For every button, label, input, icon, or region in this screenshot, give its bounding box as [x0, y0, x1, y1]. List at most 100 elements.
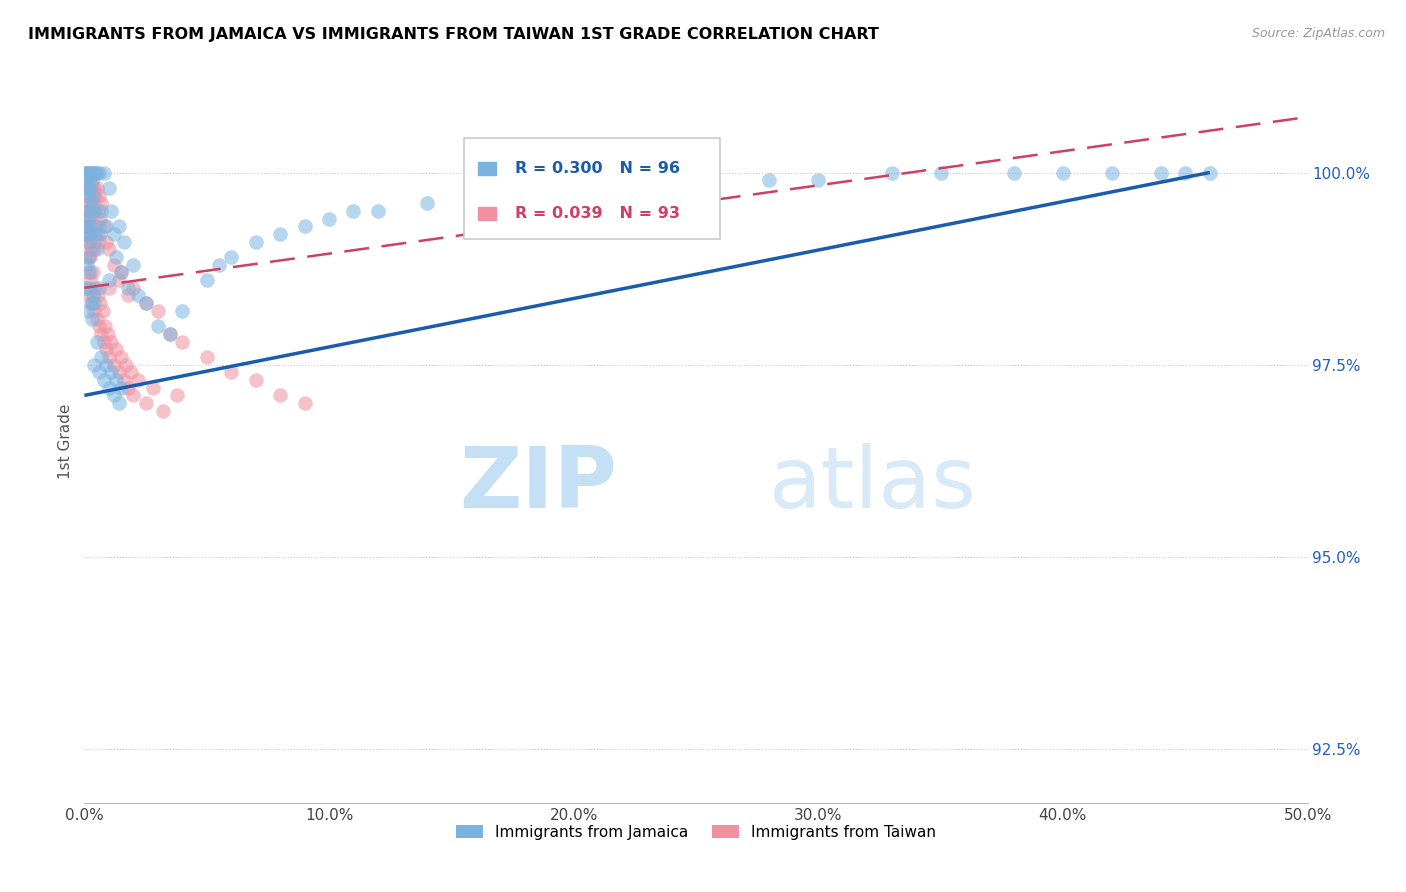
Point [86, 181, 108, 195]
Bar [478, 208, 496, 220]
Point [87, 219, 110, 234]
Point [84, 227, 107, 241]
Point [87, 235, 110, 249]
Point [84, 281, 107, 295]
Point [219, 250, 242, 264]
FancyBboxPatch shape [464, 138, 720, 239]
Point [77, 165, 100, 179]
Point [97, 243, 120, 257]
Text: IMMIGRANTS FROM JAMAICA VS IMMIGRANTS FROM TAIWAN 1ST GRADE CORRELATION CHART: IMMIGRANTS FROM JAMAICA VS IMMIGRANTS FR… [28, 27, 879, 42]
Point [75, 203, 97, 218]
Point [86, 334, 108, 349]
Point [79, 265, 101, 279]
Point [77, 211, 100, 226]
Point [464, 188, 486, 202]
Point [294, 219, 316, 234]
Point [75, 227, 97, 241]
Point [117, 281, 139, 295]
Point [77, 219, 100, 234]
Point [87, 288, 110, 302]
Point [107, 396, 129, 410]
Point [245, 373, 267, 387]
Point [82, 188, 104, 202]
Point [77, 165, 100, 179]
Point [82, 235, 104, 249]
Point [77, 181, 100, 195]
Point [77, 243, 100, 257]
Point [97, 381, 120, 395]
Point [110, 350, 132, 364]
Point [103, 358, 125, 372]
Point [76, 219, 98, 234]
Point [208, 258, 231, 272]
Point [76, 165, 98, 179]
Point [77, 173, 100, 187]
Point [77, 188, 100, 202]
Point [90, 326, 112, 341]
Point [127, 373, 149, 387]
Point [79, 211, 101, 226]
Point [89, 227, 111, 241]
Point [195, 350, 218, 364]
Point [77, 211, 100, 226]
Point [87, 281, 110, 295]
Point [96, 358, 118, 372]
Point [80, 243, 103, 257]
Point [79, 173, 101, 187]
Point [294, 396, 316, 410]
Point [82, 196, 104, 211]
Point [146, 304, 169, 318]
Point [80, 311, 103, 326]
Point [83, 165, 105, 179]
Point [269, 227, 291, 241]
Point [93, 334, 115, 349]
Point [127, 288, 149, 302]
Point [807, 173, 830, 187]
Point [367, 203, 389, 218]
Point [87, 165, 110, 179]
Point [1174, 165, 1197, 179]
Point [87, 319, 110, 334]
Point [107, 365, 129, 379]
Legend: Immigrants from Jamaica, Immigrants from Taiwan: Immigrants from Jamaica, Immigrants from… [450, 819, 942, 846]
Point [90, 196, 112, 211]
Point [1052, 165, 1074, 179]
Point [318, 211, 340, 226]
Point [75, 281, 97, 295]
Point [103, 388, 125, 402]
Point [105, 373, 128, 387]
Point [100, 334, 122, 349]
Point [342, 203, 364, 218]
Point [82, 181, 104, 195]
Point [89, 211, 111, 226]
Point [77, 181, 100, 195]
Point [80, 296, 103, 310]
Point [83, 296, 105, 310]
Point [103, 258, 125, 272]
Point [82, 288, 104, 302]
Point [80, 196, 103, 211]
Text: ZIP: ZIP [458, 443, 616, 526]
Point [107, 219, 129, 234]
Point [117, 381, 139, 395]
Point [83, 203, 105, 218]
Point [105, 343, 128, 357]
Point [79, 227, 101, 241]
Point [77, 265, 100, 279]
Point [83, 165, 105, 179]
Point [135, 396, 157, 410]
Point [110, 265, 132, 279]
Point [97, 181, 120, 195]
Point [77, 281, 100, 295]
Point [77, 250, 100, 264]
Point [513, 188, 536, 202]
Y-axis label: 1st Grade: 1st Grade [58, 404, 73, 479]
Point [77, 288, 100, 302]
Point [76, 196, 98, 211]
Point [562, 181, 585, 195]
Point [120, 365, 142, 379]
Point [83, 243, 105, 257]
Point [110, 381, 132, 395]
Bar [478, 162, 496, 175]
Point [83, 203, 105, 218]
